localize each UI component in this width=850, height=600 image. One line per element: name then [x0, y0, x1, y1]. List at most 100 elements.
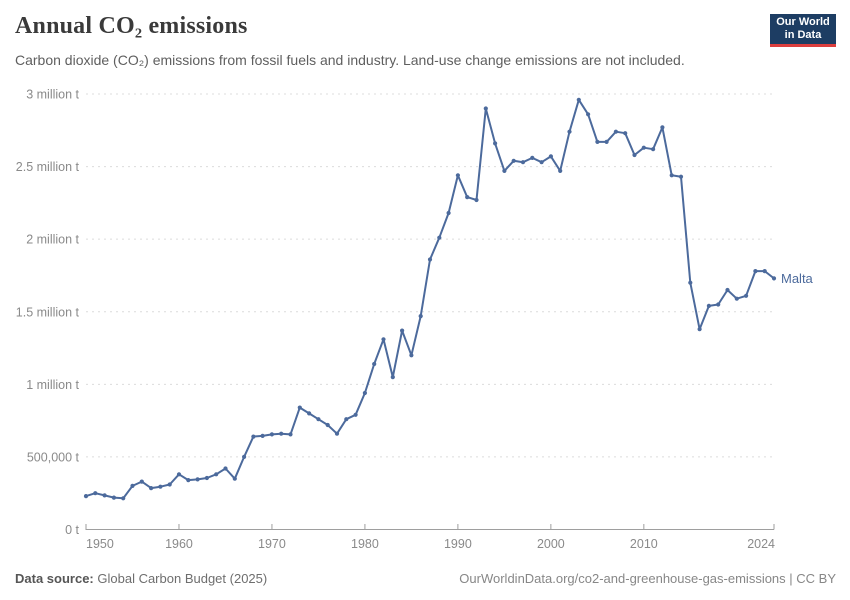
data-point[interactable]: [121, 496, 126, 501]
data-point[interactable]: [493, 141, 498, 146]
data-point[interactable]: [149, 486, 154, 491]
data-point[interactable]: [139, 479, 144, 484]
data-point[interactable]: [474, 197, 479, 203]
data-point[interactable]: [716, 302, 721, 307]
x-tick-label: 1950: [86, 537, 114, 551]
x-tick-label: 2024: [747, 537, 775, 551]
data-point[interactable]: [372, 361, 377, 367]
data-point[interactable]: [725, 287, 730, 293]
data-point[interactable]: [558, 168, 563, 173]
data-point[interactable]: [641, 145, 646, 150]
data-point[interactable]: [520, 160, 526, 165]
data-source-note: Data source: Global Carbon Budget (2025): [15, 571, 267, 586]
data-point[interactable]: [353, 412, 358, 417]
data-point[interactable]: [204, 475, 209, 481]
x-tick-label: 1990: [444, 537, 472, 551]
series-label[interactable]: Malta: [781, 271, 814, 286]
data-point[interactable]: [706, 303, 712, 308]
data-point[interactable]: [344, 417, 349, 422]
data-point[interactable]: [297, 405, 302, 410]
data-point[interactable]: [390, 375, 395, 380]
data-point[interactable]: [586, 112, 591, 117]
data-point[interactable]: [158, 484, 163, 489]
data-point[interactable]: [455, 173, 460, 178]
data-point[interactable]: [771, 276, 777, 281]
data-point[interactable]: [111, 495, 116, 500]
data-point[interactable]: [623, 131, 628, 136]
data-point[interactable]: [93, 491, 98, 496]
owid-logo-line1: Our World: [776, 16, 830, 28]
data-point[interactable]: [232, 476, 237, 481]
data-point[interactable]: [242, 454, 247, 459]
data-point[interactable]: [762, 269, 767, 274]
data-point[interactable]: [288, 432, 293, 437]
data-point[interactable]: [446, 210, 451, 216]
owid-logo[interactable]: Our World in Data: [770, 14, 836, 47]
data-point[interactable]: [279, 431, 284, 436]
data-point[interactable]: [669, 173, 674, 178]
data-point[interactable]: [362, 390, 367, 396]
data-point[interactable]: [548, 154, 554, 159]
y-tick-label: 1.5 million t: [16, 305, 80, 319]
data-point[interactable]: [437, 235, 442, 240]
data-point[interactable]: [483, 106, 488, 111]
y-tick-label: 500,000 t: [27, 450, 80, 464]
data-point[interactable]: [595, 139, 600, 144]
data-point[interactable]: [214, 472, 219, 477]
chart-subtitle: Carbon dioxide (CO₂) emissions from foss…: [15, 52, 685, 68]
data-point[interactable]: [734, 296, 739, 301]
data-point[interactable]: [195, 477, 200, 482]
data-point[interactable]: [176, 472, 182, 477]
data-point[interactable]: [325, 422, 330, 428]
data-point[interactable]: [511, 158, 516, 163]
data-source-label: Data source:: [15, 571, 94, 586]
data-point[interactable]: [613, 129, 619, 134]
data-point[interactable]: [697, 327, 702, 332]
data-source-value: Global Carbon Budget (2025): [97, 571, 268, 586]
data-point[interactable]: [465, 195, 470, 200]
data-point[interactable]: [316, 417, 321, 422]
data-point[interactable]: [307, 411, 312, 416]
attribution-link[interactable]: OurWorldinData.org/co2-and-greenhouse-ga…: [459, 571, 836, 586]
data-point[interactable]: [604, 139, 609, 144]
x-tick-label: 1970: [258, 537, 286, 551]
x-tick-label: 2010: [630, 537, 658, 551]
x-tick-label: 1960: [165, 537, 193, 551]
data-point[interactable]: [334, 431, 340, 436]
data-point[interactable]: [651, 147, 656, 152]
data-point[interactable]: [251, 434, 256, 439]
data-point[interactable]: [660, 125, 665, 130]
data-point[interactable]: [744, 293, 749, 298]
data-point[interactable]: [688, 280, 693, 285]
data-point[interactable]: [427, 257, 433, 262]
chart-title: Annual CO₂ emissions: [15, 13, 248, 39]
data-point[interactable]: [753, 269, 758, 274]
data-point[interactable]: [539, 160, 544, 165]
data-point[interactable]: [130, 483, 135, 488]
data-point[interactable]: [502, 168, 507, 173]
data-point[interactable]: [102, 493, 107, 498]
data-point[interactable]: [381, 337, 386, 342]
data-point[interactable]: [186, 478, 191, 483]
data-point[interactable]: [576, 97, 581, 102]
data-point[interactable]: [400, 328, 405, 333]
y-tick-label: 3 million t: [26, 88, 79, 102]
data-point[interactable]: [167, 482, 172, 487]
plot-area: 0 t 500,000 t 1 million t 1.5 million t 2 mi…: [16, 88, 814, 552]
data-point[interactable]: [567, 129, 572, 134]
data-point[interactable]: [223, 466, 228, 471]
data-point[interactable]: [418, 314, 423, 319]
data-point[interactable]: [260, 433, 265, 438]
data-point[interactable]: [632, 152, 637, 158]
y-tick-label: 1 million t: [26, 378, 79, 392]
emissions-line[interactable]: [85, 98, 775, 500]
data-point[interactable]: [269, 432, 274, 437]
y-tick-label: 2 million t: [26, 233, 79, 247]
x-tick-label: 2000: [537, 537, 565, 551]
data-point[interactable]: [83, 494, 89, 499]
y-tick-label: 2.5 million t: [16, 160, 80, 174]
data-point[interactable]: [409, 353, 414, 358]
data-point[interactable]: [530, 155, 535, 160]
data-point[interactable]: [678, 174, 684, 179]
